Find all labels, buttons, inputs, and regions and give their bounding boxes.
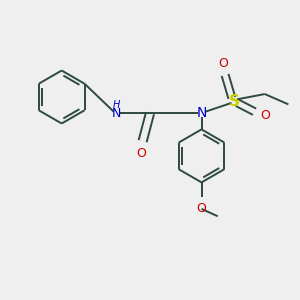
Text: S: S <box>228 94 239 109</box>
Text: O: O <box>136 147 146 160</box>
Text: N: N <box>112 107 121 120</box>
Text: H: H <box>112 100 120 110</box>
Text: N: N <box>196 106 207 120</box>
Text: O: O <box>260 109 270 122</box>
Text: O: O <box>196 202 206 215</box>
Text: O: O <box>218 57 228 70</box>
